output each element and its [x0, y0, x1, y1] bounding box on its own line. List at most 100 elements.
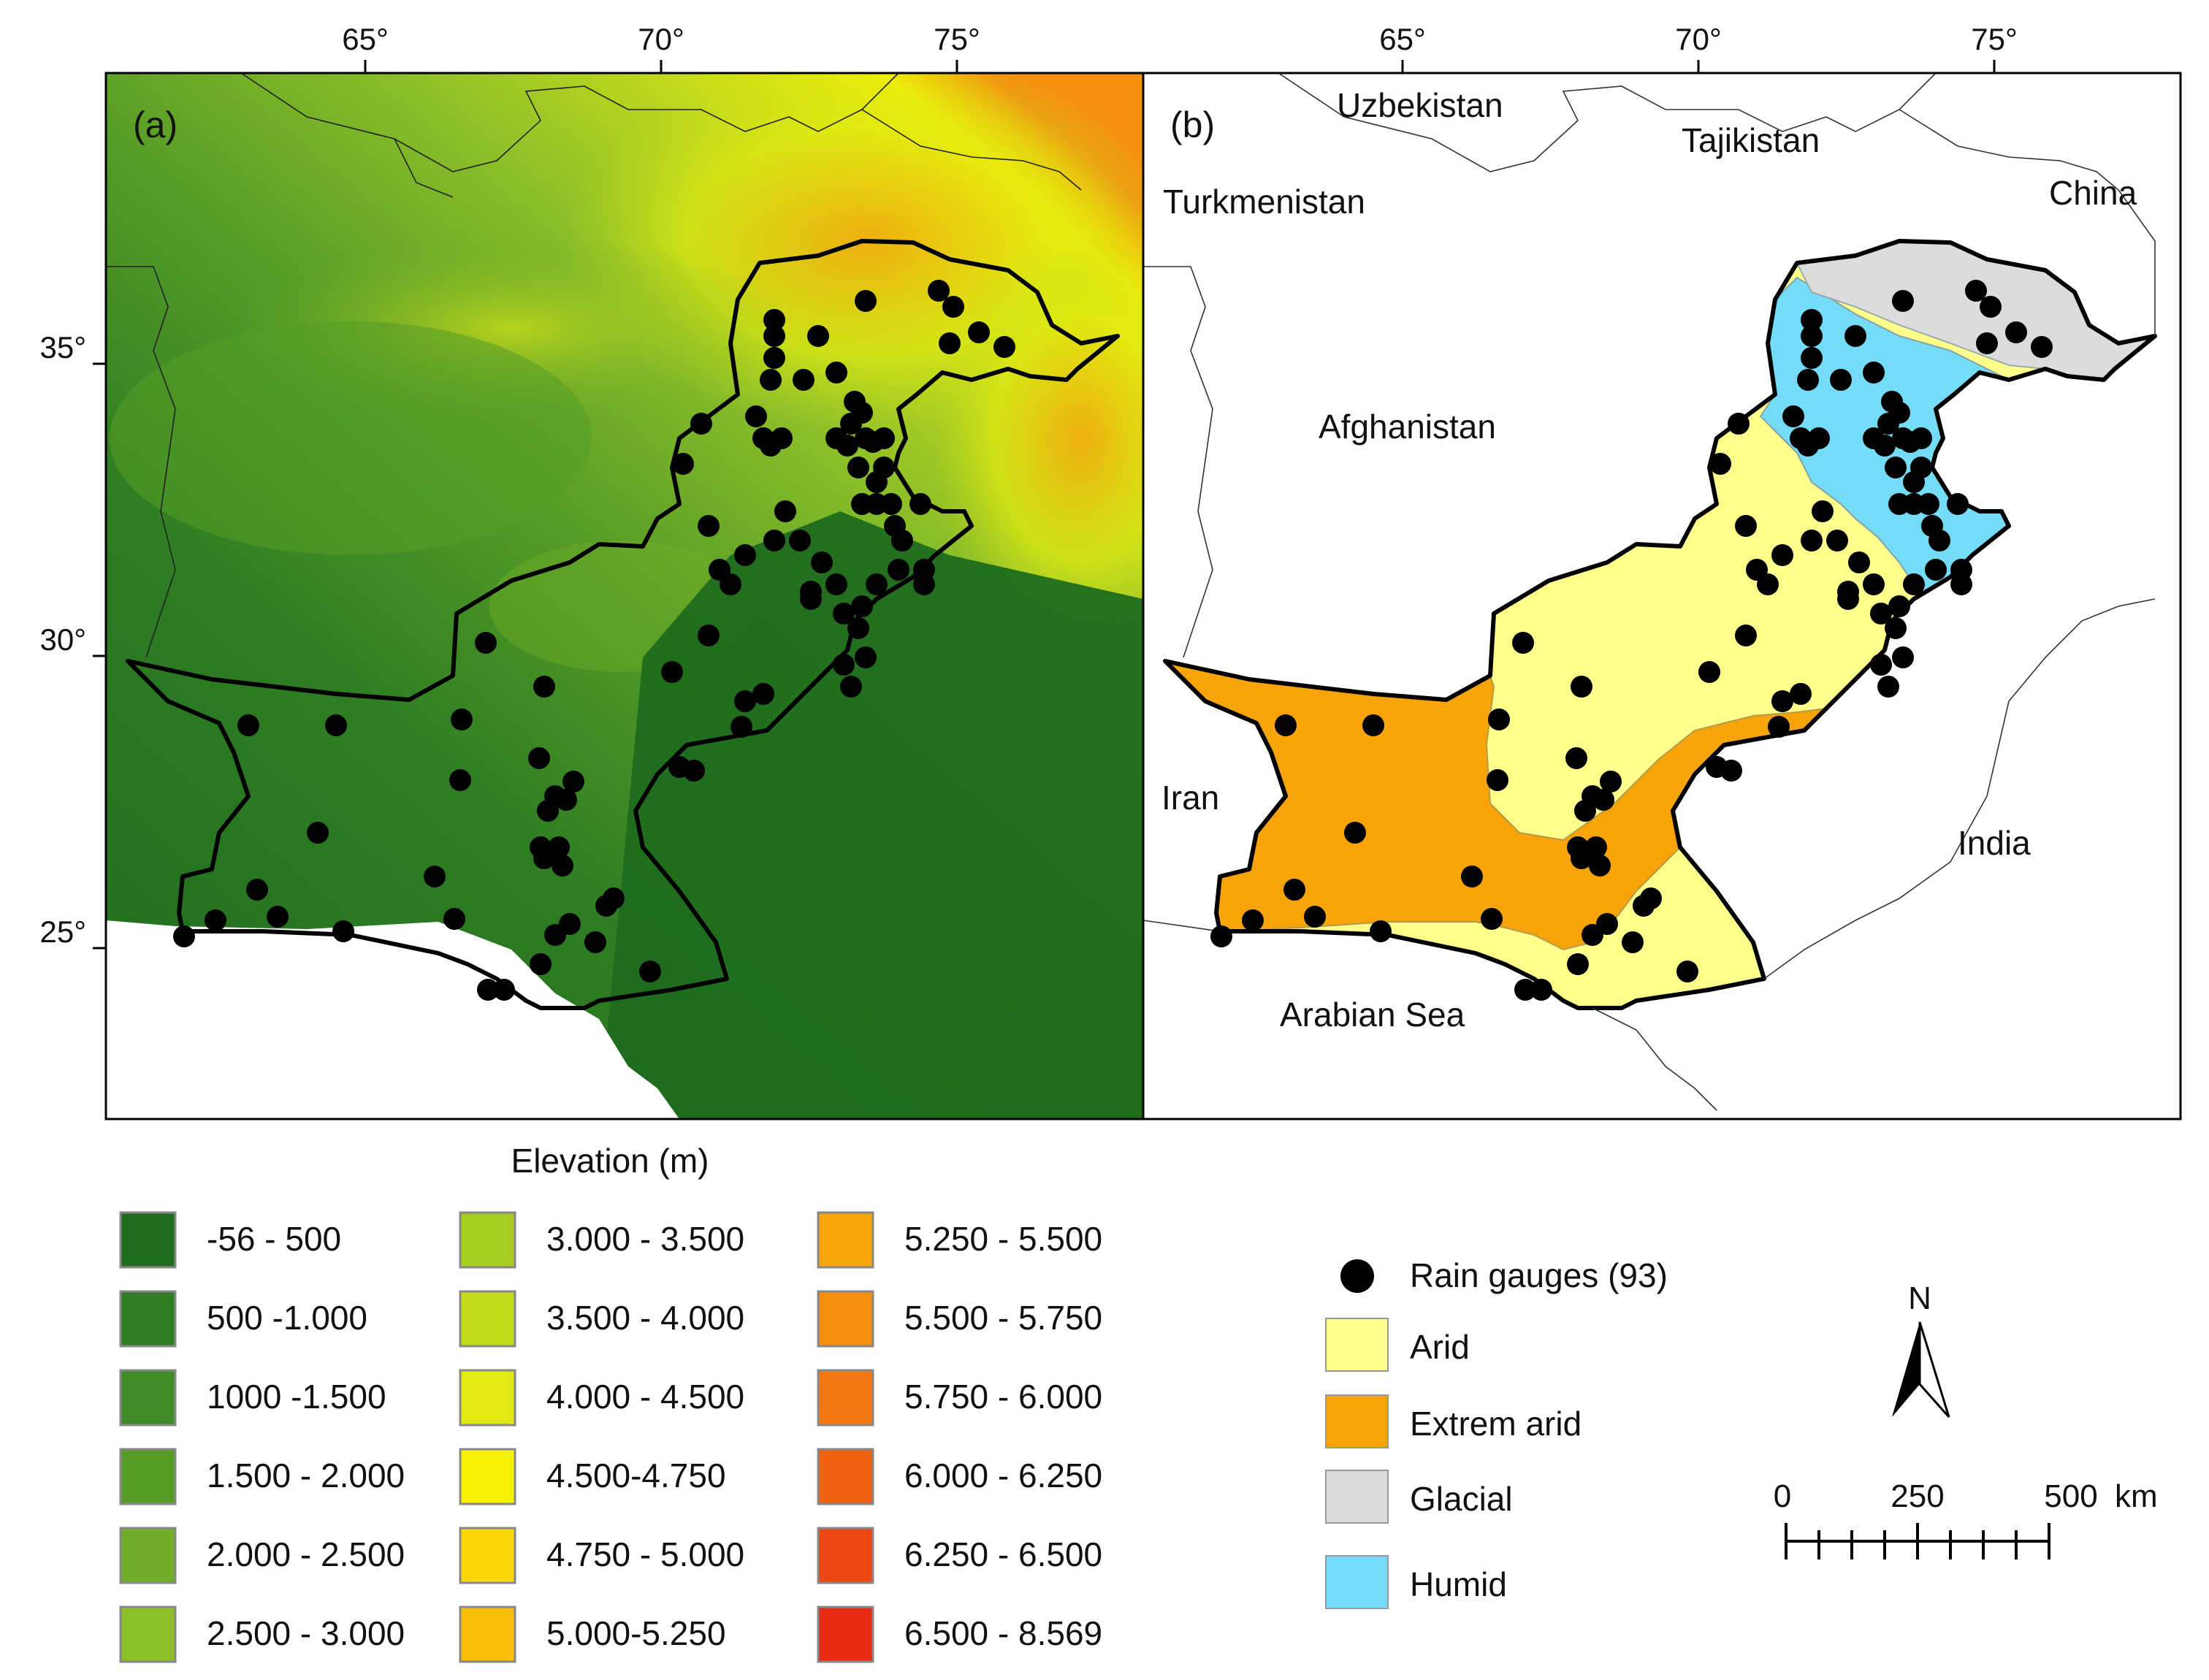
rain-gauge-marker [1512, 632, 1534, 654]
elevation-swatch [119, 1448, 177, 1505]
elevation-legend-item: 5.750 - 6.000 [817, 1369, 1102, 1427]
elevation-label: 4.500-4.750 [546, 1456, 726, 1494]
rain-gauge-marker [833, 603, 855, 625]
panel-label-a: (a) [133, 104, 178, 145]
lon-tick-label: 65° [342, 22, 389, 56]
rain-gauge-marker [1592, 789, 1614, 811]
rain-gauge-marker [530, 953, 552, 975]
rain-gauge-marker [1844, 325, 1866, 347]
rain-gauge-marker [475, 632, 497, 654]
elevation-swatch [119, 1369, 177, 1427]
elevation-swatch [459, 1369, 516, 1427]
rain-gauge-marker [763, 309, 785, 331]
rain-gauge-marker [1874, 435, 1896, 457]
rain-gauges-b [1210, 280, 2053, 1001]
country-borders-b [1143, 73, 2156, 1111]
rain-gauge-marker [789, 530, 811, 551]
rain-gauge-marker [1797, 435, 1819, 457]
label-india: India [1958, 824, 2031, 862]
elevation-label: 4.750 - 5.000 [546, 1535, 744, 1573]
elevation-label: 5.500 - 5.750 [904, 1299, 1102, 1337]
rain-gauge-marker [698, 515, 720, 537]
elevation-legend-item: 3.500 - 4.000 [459, 1290, 744, 1348]
elevation-swatch [459, 1448, 516, 1505]
rain-gauge-marker [325, 714, 347, 736]
elevation-legend-item: 5.000-5.250 [459, 1605, 726, 1663]
rain-gauge-marker [1304, 906, 1326, 928]
rain-gauge-marker [173, 925, 195, 947]
rain-gauge-marker [993, 336, 1015, 358]
rain-gauge-marker [267, 906, 289, 928]
climate-swatch [1325, 1394, 1389, 1448]
rain-gauge-marker [1481, 908, 1503, 930]
rain-gauge-marker [555, 789, 577, 811]
rain-gauge-marker [237, 714, 259, 736]
rain-gauge-marker [1768, 716, 1790, 738]
elevation-label: -56 - 500 [207, 1220, 341, 1258]
map-b-panel: (b) 65° 70° 75° Uzbekistan Tajikistan Tu… [1142, 22, 2182, 1120]
country-borders [106, 73, 1082, 658]
label-afghanistan: Afghanistan [1319, 408, 1496, 446]
rain-gauge-marker [855, 290, 877, 312]
rain-gauge-marker [672, 453, 694, 475]
rain-gauge-marker [1589, 855, 1611, 877]
rain-gauge-marker [449, 769, 471, 791]
elevation-swatch [817, 1527, 874, 1584]
elevation-label: 6.250 - 6.500 [904, 1535, 1102, 1573]
rain-gauge-marker [880, 493, 902, 515]
rain-gauge-marker [928, 280, 950, 302]
rain-gauge-marker [552, 855, 573, 877]
rain-gauge-marker [1801, 530, 1823, 551]
elevation-legend-title: Elevation (m) [511, 1142, 709, 1180]
rain-gauge-marker [1903, 471, 1925, 493]
rain-gauge-marker [752, 683, 774, 705]
rain-gauge-marker [760, 435, 782, 457]
elevation-label: 5.250 - 5.500 [904, 1220, 1102, 1258]
rain-gauge-marker [891, 530, 913, 551]
climate-legend: Rain gauges (93) Arid Extrem arid Glacial Hu… [1325, 1256, 1668, 1609]
scale-bar: 0 250 500 km [1774, 1478, 2158, 1559]
rain-gauge-marker [1812, 500, 1834, 522]
rain-gauge-marker [1488, 709, 1510, 730]
rain-gauge-marker [1837, 581, 1859, 603]
rain-gauge-marker [851, 493, 873, 515]
rain-gauge-marker [1676, 961, 1698, 982]
elevation-legend-item: 3.000 - 3.500 [459, 1211, 744, 1269]
elevation-legend-item: 6.500 - 8.569 [817, 1605, 1102, 1663]
elevation-label: 1.500 - 2.000 [207, 1456, 405, 1494]
rain-gauge-marker [1877, 413, 1899, 435]
rain-gauge-marker [533, 676, 555, 698]
rain-gauge-marker [1976, 332, 1998, 354]
rain-gauge-marker [873, 427, 895, 449]
rain-gauge-marker [1888, 493, 1910, 515]
elevation-swatch [119, 1527, 177, 1584]
rain-gauge-marker [855, 646, 877, 668]
elevation-label: 6.000 - 6.250 [904, 1456, 1102, 1494]
climate-label: Extrem arid [1410, 1405, 1582, 1443]
rain-gauge-marker [1571, 847, 1592, 869]
rain-gauge-marker [1720, 760, 1742, 782]
elevation-legend-item: 1000 -1.500 [119, 1369, 386, 1427]
rain-gauge-marker [1863, 362, 1885, 383]
rain-gauge-marker [1848, 551, 1870, 573]
climate-swatch [1325, 1555, 1389, 1609]
rain-gauge-marker [205, 909, 226, 931]
rain-gauge-marker [307, 822, 329, 844]
rain-gauge-marker [1362, 714, 1384, 736]
rain-gauge-marker [836, 435, 858, 457]
elevation-legend-item: 5.500 - 5.750 [817, 1290, 1102, 1348]
label-turkmenistan: Turkmenistan [1163, 183, 1365, 221]
scale-label-500: 500 [2044, 1478, 2097, 1514]
rain-gauge-marker [730, 716, 752, 738]
label-iran: Iran [1161, 779, 1219, 817]
rain-gauge-marker [1950, 573, 1972, 595]
rain-gauge-marker [1903, 573, 1925, 595]
rain-gauge-marker [847, 457, 869, 478]
rain-gauge-marker [1870, 654, 1892, 676]
rain-gauge-marker [1514, 979, 1536, 1001]
rain-gauge-marker [1709, 453, 1731, 475]
climate-label: Glacial [1410, 1480, 1513, 1518]
scale-label-250: 250 [1891, 1478, 1944, 1514]
rain-gauge-marker [443, 908, 465, 930]
map-a-panel: (a) 65° 70° 75° 35° 30° 25° [39, 22, 1145, 1120]
